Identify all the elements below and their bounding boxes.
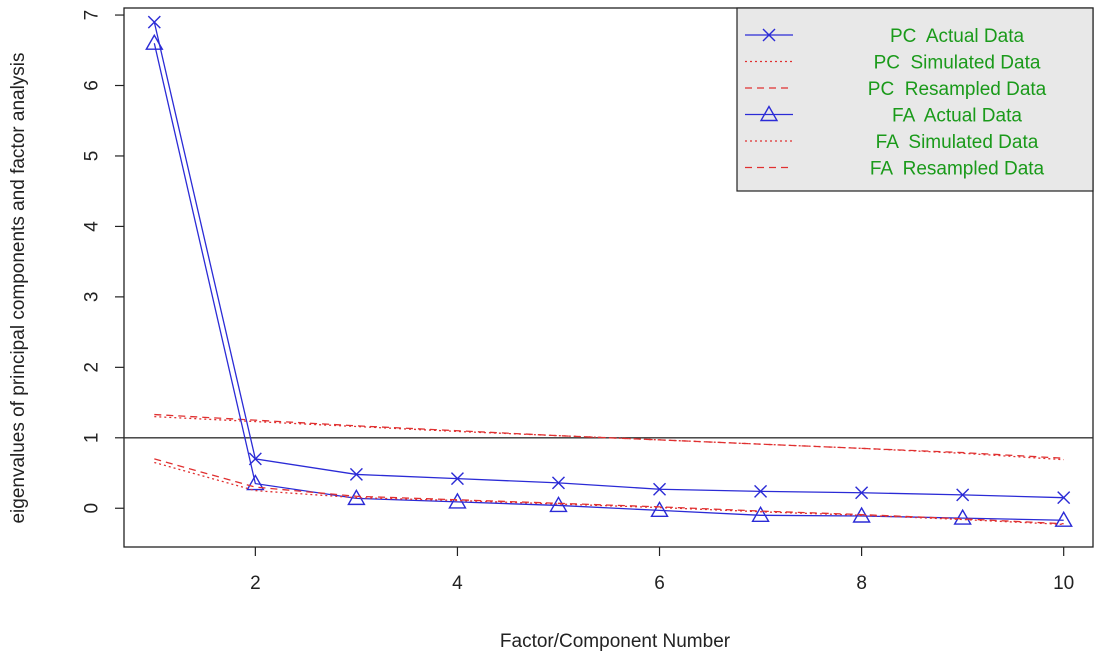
legend-label-6: FA Resampled Data <box>870 159 1045 180</box>
series-1-point-3 <box>349 467 363 481</box>
legend: PC Actual Data PC Simulated Data PC Resamp… <box>736 7 1094 192</box>
legend-box <box>736 7 1094 192</box>
series-line-3 <box>154 413 1064 459</box>
series-line-6 <box>154 458 1064 525</box>
series-1-point-5 <box>551 476 565 490</box>
y-tick-label-7: 7 <box>82 10 103 21</box>
y-tick-label-5: 5 <box>82 151 103 162</box>
series-4-point-9 <box>953 508 972 525</box>
legend-marker-4 <box>759 105 779 122</box>
series-line-5 <box>154 461 1064 526</box>
series-1-point-4 <box>450 472 464 486</box>
legend-label-2: PC Simulated Data <box>874 53 1041 74</box>
legend-label-1: PC Actual Data <box>890 26 1025 47</box>
legend-label-3: PC Resampled Data <box>868 79 1047 100</box>
series-4-point-6 <box>650 500 669 518</box>
series-1-point-6 <box>653 482 667 496</box>
series-4-point-2 <box>246 474 265 491</box>
series-4-point-7 <box>751 505 770 522</box>
x-tick-label-8: 8 <box>856 573 867 594</box>
y-tick-label-1: 1 <box>82 433 103 444</box>
x-tick-label-10: 10 <box>1053 573 1074 594</box>
series-1-point-1 <box>147 15 161 29</box>
series-1-point-8 <box>855 486 869 500</box>
x-tick-label-6: 6 <box>654 573 665 594</box>
legend-marker-1 <box>762 28 776 42</box>
series-4-point-1 <box>145 33 164 50</box>
series-1-point-9 <box>956 488 970 502</box>
series-4-point-5 <box>549 496 568 513</box>
legend-label-4: FA Actual Data <box>892 106 1022 127</box>
legend-label-5: FA Simulated Data <box>876 132 1039 153</box>
series-1-point-10 <box>1057 491 1071 505</box>
plot-area: 2 4 6 8 10 0 1 2 3 4 5 6 7 <box>82 7 1094 594</box>
y-tick-label-3: 3 <box>82 292 103 303</box>
x-tick-label-2: 2 <box>250 573 261 594</box>
y-tick-label-6: 6 <box>82 80 103 91</box>
series-line-1 <box>153 21 1064 499</box>
y-axis-title: eigenvalues of principal components and … <box>8 52 29 523</box>
series-4-point-10 <box>1054 510 1073 527</box>
series-1-point-2 <box>248 452 262 466</box>
series-1-point-7 <box>754 484 768 498</box>
series-line-2 <box>154 416 1064 461</box>
y-tick-label-2: 2 <box>82 362 103 373</box>
y-tick-label-4: 4 <box>82 221 103 232</box>
plot-frame <box>123 7 1094 548</box>
y-tick-label-0: 0 <box>82 503 103 514</box>
x-axis-title: Factor/Component Number <box>500 631 731 652</box>
x-tick-label-4: 4 <box>452 573 463 594</box>
